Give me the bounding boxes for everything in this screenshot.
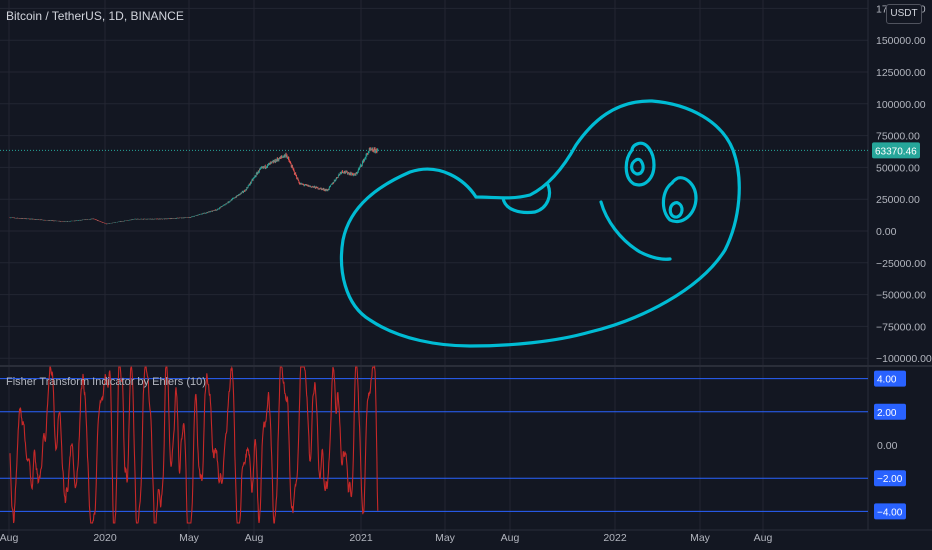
fisher-indicator [0, 365, 868, 524]
price-candles [0, 147, 868, 225]
price-tick-label: 0.00 [876, 226, 897, 238]
drawing-mouth-loop [501, 183, 552, 215]
indicator-title: Fisher Transform Indicator by Ehlers (10… [6, 376, 206, 388]
time-axis[interactable]: Aug 2020 May Aug 2021 May Aug 2022 May Aug [0, 532, 772, 544]
fisher-level-label: −2.00 [877, 474, 903, 485]
time-tick-label: May [690, 532, 711, 544]
last-price-badge [872, 142, 920, 159]
fisher-line [9, 365, 379, 524]
chart-title: Bitcoin / TetherUS, 1D, BINANCE [6, 9, 184, 23]
price-tick-label: −100000.00 [876, 353, 932, 365]
price-tick-label: 75000.00 [876, 131, 920, 143]
fisher-level-badge [874, 370, 906, 387]
fisher-level-label: −4.00 [877, 507, 903, 518]
fisher-tick-label: 0.00 [877, 440, 898, 452]
fisher-level-label: 2.00 [877, 408, 897, 419]
time-tick-label: May [435, 532, 456, 544]
time-tick-label: May [179, 532, 200, 544]
left-eye-inner [630, 157, 645, 176]
price-axis[interactable]: −100000.00 −75000.00 −50000.00 −25000.00 0.0… [872, 3, 932, 520]
time-tick-label: 2020 [93, 532, 117, 544]
price-tick-label: 50000.00 [876, 162, 920, 174]
fisher-level-badge [874, 470, 906, 487]
right-eye-inner [668, 201, 684, 219]
last-price-label: 63370.46 [875, 146, 917, 157]
left-eye-outer [624, 141, 656, 187]
price-tick-label: 150000.00 [876, 35, 926, 47]
time-tick-label: 2022 [603, 532, 627, 544]
price-tick-label: 100000.00 [876, 99, 926, 111]
price-tick-label: −50000.00 [876, 290, 926, 302]
time-tick-label: 2021 [349, 532, 373, 544]
fisher-level-label: 4.00 [877, 375, 897, 386]
price-tick-label: 25000.00 [876, 194, 920, 206]
time-tick-label: Aug [754, 532, 773, 544]
drawing-smile [599, 200, 672, 261]
time-tick-label: Aug [0, 532, 18, 544]
hand-drawn-face-annotation[interactable] [339, 99, 741, 348]
time-tick-label: Aug [245, 532, 264, 544]
price-tick-label: −25000.00 [876, 258, 926, 270]
drawing-blob-outline [339, 99, 741, 348]
right-eye-outer [661, 176, 698, 224]
currency-selector[interactable]: USDT [886, 4, 922, 24]
grid-lines [0, 0, 932, 536]
time-tick-label: Aug [501, 532, 520, 544]
fisher-level-badge [874, 403, 906, 420]
price-tick-label: −75000.00 [876, 321, 926, 333]
fisher-level-badge [874, 503, 906, 520]
price-tick-label: 125000.00 [876, 67, 926, 79]
